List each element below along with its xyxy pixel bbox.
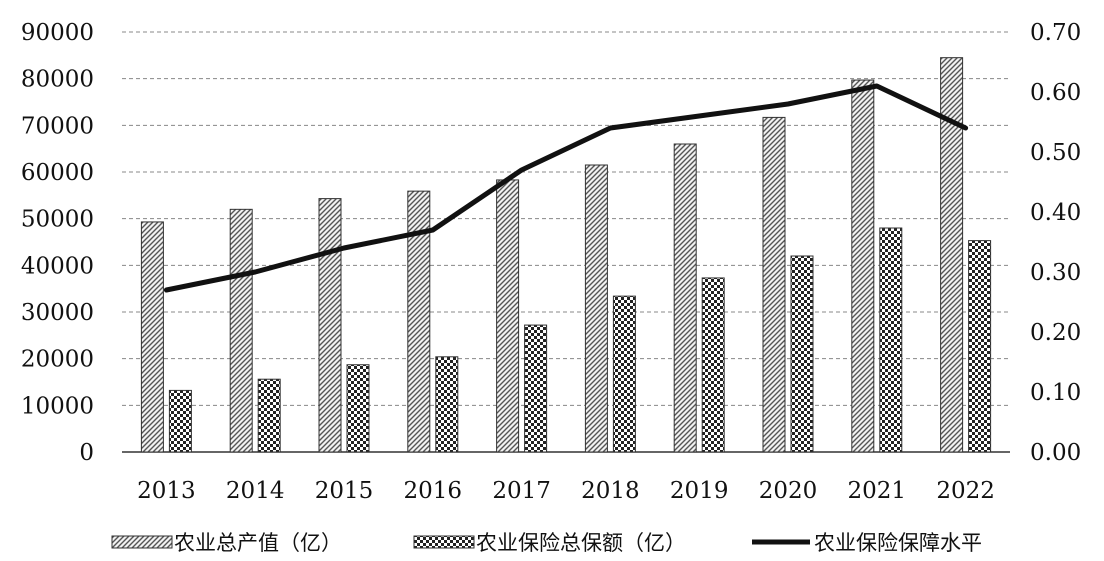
x-axis-tick-label: 2016	[404, 478, 463, 504]
bar-insured-amount	[790, 255, 814, 453]
legend-label: 农业保险保障水平	[814, 531, 982, 555]
bar-agri-output	[762, 116, 786, 453]
legend-swatch-agri-output	[111, 535, 173, 549]
x-axis-ticks: 2013 2014 2015 2016 2017 2018 2019 2020 2021 2022	[137, 478, 995, 504]
right-axis-tick-label: 0.20	[1030, 320, 1081, 346]
right-axis-tick-label: 0.40	[1030, 200, 1081, 226]
x-axis-tick-label: 2015	[315, 478, 374, 504]
bar-agri-output	[407, 190, 431, 453]
right-axis-tick-label: 0.00	[1030, 440, 1081, 466]
left-axis-ticks: 0 10000 20000 30000 40000 50000 60000 70000 8000…	[21, 20, 94, 466]
right-axis-tick-label: 0.70	[1030, 20, 1081, 46]
x-axis-tick-label: 2018	[581, 478, 640, 504]
bar-insured-amount	[435, 356, 459, 453]
left-axis-tick-label: 50000	[21, 207, 94, 233]
bar-insured-amount	[257, 378, 281, 453]
left-axis-tick-label: 80000	[21, 67, 94, 93]
x-axis-tick-label: 2020	[759, 478, 818, 504]
x-axis-tick-label: 2017	[492, 478, 551, 504]
x-axis-tick-label: 2014	[226, 478, 285, 504]
line-series	[163, 83, 969, 293]
left-axis-tick-label: 40000	[21, 253, 94, 279]
bar-agri-output	[318, 198, 342, 453]
bar-agri-output	[851, 79, 875, 453]
left-axis-tick-label: 0	[79, 440, 94, 466]
bar-agri-output	[584, 164, 608, 453]
x-axis-tick-label: 2022	[936, 478, 995, 504]
left-axis-tick-label: 20000	[21, 347, 94, 373]
left-axis-tick-label: 60000	[21, 160, 94, 186]
right-axis-tick-label: 0.10	[1030, 380, 1081, 406]
bar-insured-amount	[968, 240, 992, 453]
right-axis-tick-label: 0.60	[1030, 80, 1081, 106]
bar-insured-amount	[524, 324, 548, 453]
x-axis-tick-label: 2021	[848, 478, 907, 504]
legend: 农业总产值（亿） 农业保险总保额（亿） 农业保险保障水平	[111, 531, 982, 555]
bar-insured-amount	[879, 227, 903, 453]
bar-insured-amount	[701, 277, 725, 453]
line-insurance-guarantee-level	[163, 83, 969, 293]
legend-swatch-insured-amount	[413, 535, 475, 549]
bar-agri-output	[496, 179, 520, 453]
right-axis-tick-label: 0.30	[1030, 260, 1081, 286]
bar-agri-output	[140, 221, 164, 453]
left-axis-tick-label: 30000	[21, 300, 94, 326]
left-axis-tick-label: 90000	[21, 20, 94, 46]
x-axis-tick-label: 2019	[670, 478, 729, 504]
left-axis-tick-label: 70000	[21, 113, 94, 139]
bar-insured-amount	[168, 389, 192, 453]
bar-insured-amount	[346, 364, 370, 453]
right-axis-tick-label: 0.50	[1030, 140, 1081, 166]
bar-agri-output	[940, 57, 964, 453]
bar-agri-output	[673, 143, 697, 453]
x-axis-tick-label: 2013	[137, 478, 196, 504]
right-axis-ticks: 0.00 0.10 0.20 0.30 0.40 0.50 0.60 0.70	[1030, 20, 1081, 466]
bar-agri-output	[229, 208, 253, 453]
left-axis-tick-label: 10000	[21, 393, 94, 419]
legend-label: 农业保险总保额（亿）	[476, 531, 686, 555]
gridlines	[122, 31, 1010, 453]
bars	[140, 57, 992, 453]
bar-insured-amount	[612, 295, 636, 453]
legend-label: 农业总产值（亿）	[174, 531, 342, 555]
